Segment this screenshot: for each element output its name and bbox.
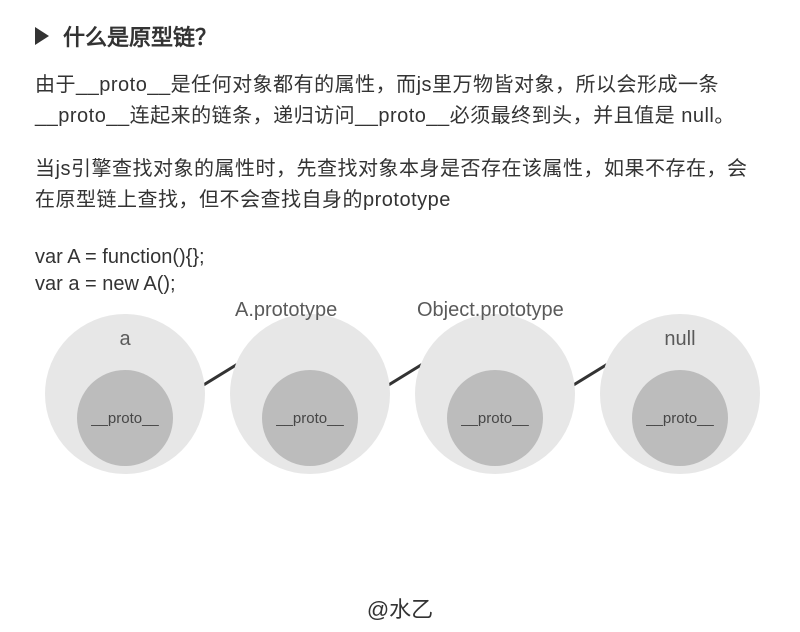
proto-inner: __proto__ — [632, 370, 728, 466]
heading-title: 什么是原型链？ — [63, 20, 217, 52]
author-credit: @水乙 — [0, 592, 800, 624]
section-heading: 什么是原型链？ — [35, 20, 765, 52]
proto-inner: __proto__ — [262, 370, 358, 466]
code-line-1: var A = function(){}; — [35, 244, 765, 271]
triangle-marker-icon — [35, 27, 49, 45]
proto-node: null __proto__ — [600, 314, 760, 474]
proto-node: __proto__ — [415, 314, 575, 474]
node-label: a — [45, 328, 205, 351]
node-label-outside: A.prototype — [235, 299, 337, 322]
paragraph-2: 当js引擎查找对象的属性时，先查找对象本身是否存在该属性，如果不存在，会在原型链… — [35, 154, 765, 216]
paragraph-1: 由于__proto__是任何对象都有的属性，而js里万物皆对象，所以会形成一条_… — [35, 70, 765, 132]
prototype-chain-diagram: a__proto____proto__A.prototype__proto__O… — [35, 304, 765, 484]
proto-node: __proto__ — [230, 314, 390, 474]
proto-inner: __proto__ — [447, 370, 543, 466]
code-block: var A = function(){}; var a = new A(); — [35, 244, 765, 298]
proto-node: a __proto__ — [45, 314, 205, 474]
node-label: null — [600, 328, 760, 351]
node-label-outside: Object.prototype — [417, 299, 564, 322]
code-line-2: var a = new A(); — [35, 271, 765, 298]
proto-inner: __proto__ — [77, 370, 173, 466]
